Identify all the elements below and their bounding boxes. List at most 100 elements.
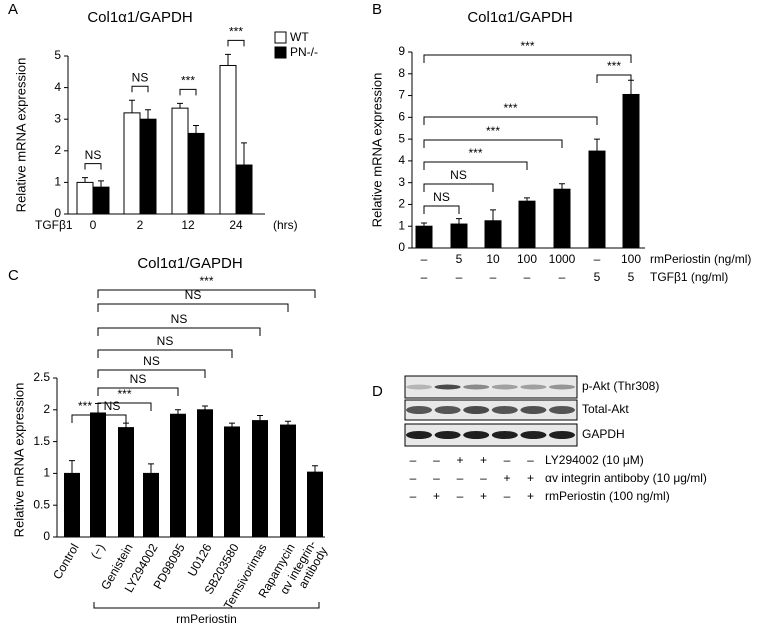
significance-bracket [97, 327, 261, 336]
bar [588, 150, 606, 249]
error-bar [241, 142, 247, 166]
blot-label: GAPDH [582, 427, 625, 441]
condition-sign: – [433, 471, 440, 485]
significance-bracket [227, 39, 245, 47]
bar [484, 220, 502, 249]
y-tick-label: 2 [398, 197, 405, 211]
legend-swatch [274, 31, 287, 44]
error-bar [490, 209, 496, 221]
bar [197, 409, 213, 538]
error-bar [456, 218, 462, 225]
significance-bracket [423, 116, 598, 125]
x-tick-label: – [421, 252, 428, 266]
x-tick-label: 5 [628, 270, 635, 284]
condition-sign: + [527, 471, 534, 485]
condition-sign: – [457, 471, 464, 485]
y-tick-label: 2.5 [33, 370, 50, 384]
error-bar [123, 422, 129, 428]
significance-label: NS [185, 288, 202, 302]
y-tick-label: 1 [43, 466, 50, 480]
bar [90, 412, 106, 538]
x-tick-label: 24 [229, 218, 243, 232]
blot-band [520, 384, 547, 390]
x-tick-label: – [490, 270, 497, 284]
blot-band [491, 431, 518, 439]
panel-label: A [8, 1, 18, 18]
x-tick-label: 100 [517, 252, 537, 266]
bar [307, 471, 323, 538]
y-tick-label: 1 [398, 218, 405, 232]
y-tick-label: 3 [54, 111, 61, 125]
blot-frame [404, 423, 578, 447]
x-row-label: TGFβ1 (ng/ml) [650, 270, 728, 284]
condition-label: rmPeriostin (100 ng/ml) [545, 489, 670, 503]
bar [450, 223, 468, 249]
legend-swatch [274, 46, 287, 59]
blot-band [463, 406, 490, 414]
bar [518, 200, 536, 249]
error-bar [145, 109, 151, 120]
significance-label: *** [199, 274, 213, 288]
error-bar [98, 180, 104, 188]
y-tick-label: 7 [398, 88, 405, 102]
significance-bracket [97, 303, 289, 312]
x-tick-label: 5 [594, 270, 601, 284]
condition-sign: + [527, 489, 534, 503]
error-bar [594, 138, 600, 152]
panel-label: D [372, 383, 383, 400]
blot-band [406, 384, 432, 390]
y-tick-label: 6 [398, 110, 405, 124]
significance-bracket [423, 54, 632, 63]
condition-sign: – [410, 471, 417, 485]
significance-bracket [131, 85, 149, 93]
condition-label: LY294002 (10 μM) [545, 453, 644, 467]
y-tick-label: 3 [398, 175, 405, 189]
blot-band [549, 431, 575, 439]
legend-label: PN-/- [290, 45, 318, 59]
bar [187, 132, 205, 215]
x-tick-label: 0 [90, 218, 97, 232]
x-tick-label: 5 [456, 252, 463, 266]
error-bar [257, 415, 263, 421]
x-tick-label: 12 [181, 218, 195, 232]
bar [224, 426, 240, 538]
error-bar [175, 409, 181, 415]
error-bar [229, 422, 235, 427]
x-tick-label: 100 [621, 252, 641, 266]
bar [219, 64, 237, 215]
condition-sign: – [504, 489, 511, 503]
blot-label: p-Akt (Thr308) [582, 379, 659, 393]
significance-label: *** [503, 101, 517, 115]
condition-sign: + [503, 471, 510, 485]
condition-sign: – [433, 453, 440, 467]
y-tick-label: 4 [398, 153, 405, 167]
x-tick-label: – [559, 270, 566, 284]
significance-bracket [97, 369, 206, 378]
significance-label: NS [171, 312, 188, 326]
error-bar [559, 183, 565, 190]
bar [139, 118, 157, 215]
significance-label: *** [229, 25, 243, 39]
error-bar [148, 463, 154, 474]
bar [170, 413, 186, 538]
y-tick-label: 2 [43, 402, 50, 416]
y-tick-label: 1.5 [33, 434, 50, 448]
blot-band [549, 384, 575, 390]
bar [622, 93, 640, 249]
error-bar [193, 125, 199, 134]
error-bar [524, 197, 530, 202]
significance-label: *** [117, 387, 131, 401]
chart-title: Col1α1/GAPDH [137, 255, 242, 272]
error-bar [202, 405, 208, 410]
y-tick-label: 2 [54, 143, 61, 157]
significance-bracket [423, 161, 528, 170]
blot-label: Total-Akt [582, 402, 629, 416]
condition-sign: – [410, 453, 417, 467]
significance-label: NS [157, 334, 174, 348]
significance-bracket [84, 163, 102, 170]
error-bar [129, 99, 135, 113]
x-tick-label: 1000 [549, 252, 576, 266]
significance-label: NS [450, 168, 467, 182]
